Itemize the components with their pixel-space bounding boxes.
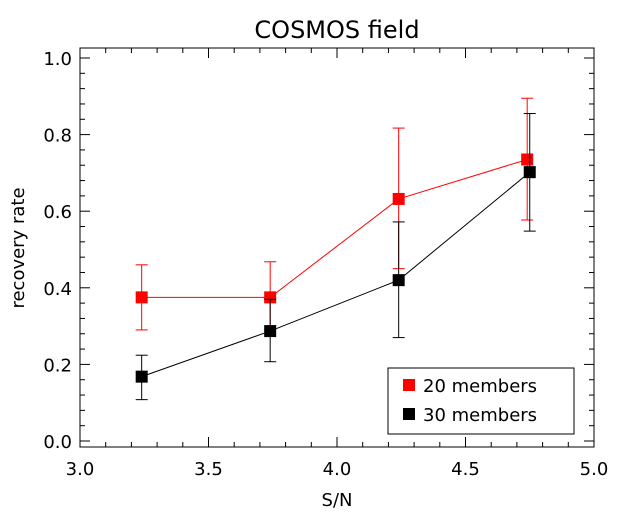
data-point-30-members [523, 166, 536, 179]
series-layer [135, 97, 536, 401]
chart-title: COSMOS field [254, 16, 419, 44]
legend-label-20-members: 20 members [423, 376, 537, 397]
x-tick-label: 4.0 [323, 459, 352, 480]
legend-label-30-members: 30 members [423, 405, 537, 426]
legend-box [387, 367, 575, 435]
y-tick-label: 0.2 [43, 355, 72, 376]
series-line-30-members [141, 171, 531, 378]
y-tick-label: 1.0 [43, 49, 72, 70]
data-point-20-members [392, 192, 405, 205]
y-tick-label: 0.8 [43, 126, 72, 147]
y-tick-label: 0.6 [43, 202, 72, 223]
legend-marker-30-members [403, 408, 415, 420]
data-point-20-members [264, 291, 277, 304]
x-tick-label: 3.5 [194, 459, 223, 480]
x-tick-label: 3.0 [66, 459, 95, 480]
x-axis-label: S/N [322, 490, 353, 511]
data-point-20-members [135, 291, 148, 304]
data-point-30-members [135, 370, 148, 383]
y-axis-label: recovery rate [8, 187, 29, 308]
legend: 20 members 30 members [387, 367, 575, 435]
data-point-20-members [521, 153, 534, 166]
y-tick-label: 0.4 [43, 279, 72, 300]
legend-marker-20-members [403, 379, 415, 391]
x-tick-label: 4.5 [451, 459, 480, 480]
data-point-30-members [264, 325, 277, 338]
data-point-30-members [392, 274, 405, 287]
x-tick-label: 5.0 [580, 459, 609, 480]
axis-ticks: 3.0 3.5 4.0 4.5 5.0 0.0 0.2 0.4 0.6 0.8 1.0 [43, 48, 608, 480]
series-line-20-members [141, 159, 528, 298]
y-tick-label: 0.0 [43, 432, 72, 453]
